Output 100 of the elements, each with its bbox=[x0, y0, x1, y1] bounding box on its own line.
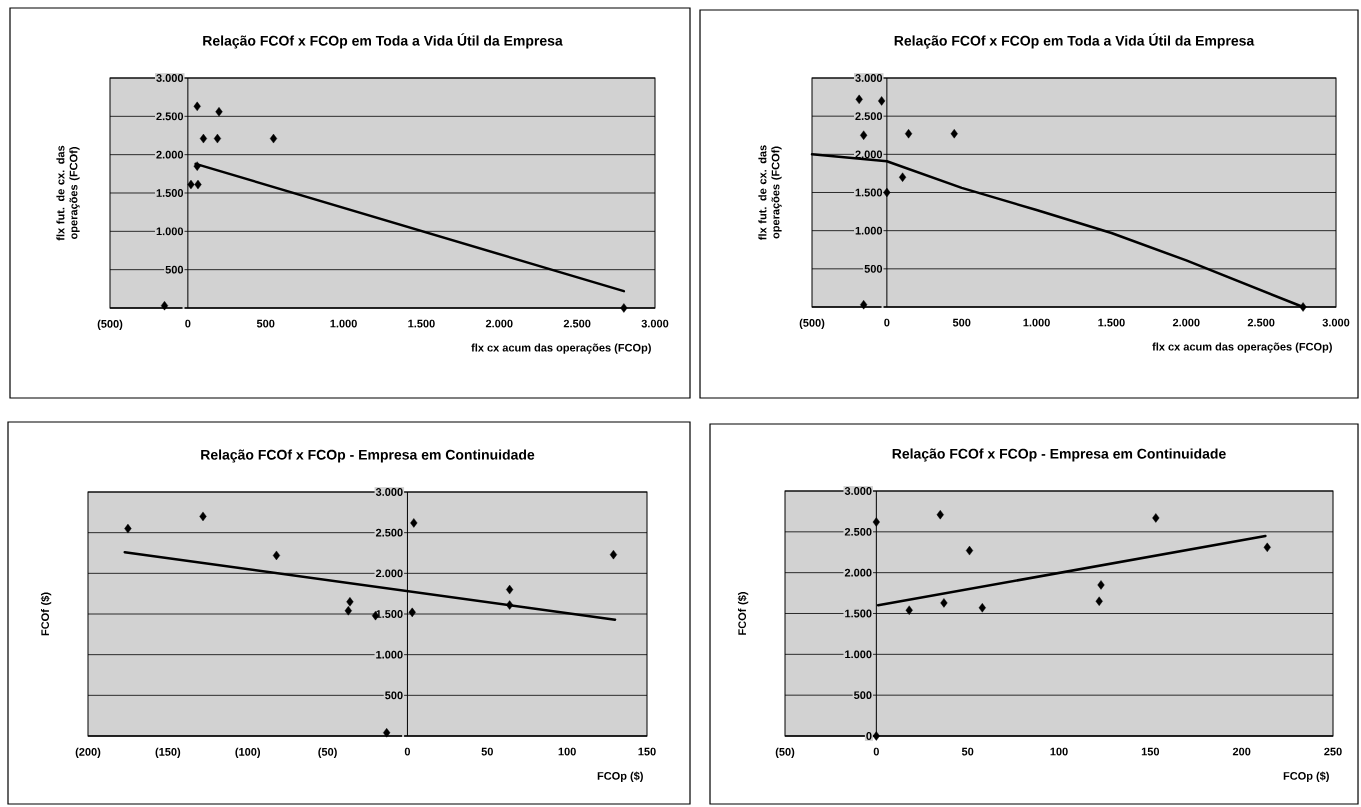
x-axis-title: FCOp ($) bbox=[1283, 771, 1329, 782]
y-tick-label: 500 bbox=[385, 691, 403, 700]
x-tick-label: 2.500 bbox=[563, 319, 591, 328]
point bbox=[878, 96, 886, 106]
point bbox=[940, 598, 948, 608]
point bbox=[213, 133, 222, 144]
x-tick-label: 500 bbox=[256, 319, 275, 328]
y-tick-label: 2.500 bbox=[375, 528, 403, 537]
point bbox=[950, 129, 958, 139]
x-tick-label: 0 bbox=[185, 319, 191, 328]
point bbox=[899, 172, 907, 182]
y-tick-label: 500 bbox=[854, 691, 872, 700]
x-tick-label: (200) bbox=[75, 747, 101, 758]
x-tick-label: (500) bbox=[799, 318, 825, 329]
point bbox=[1263, 542, 1271, 553]
x-tick-label: 1.500 bbox=[1098, 318, 1125, 327]
point bbox=[506, 600, 514, 610]
x-tick-label: 500 bbox=[952, 318, 971, 327]
x-tick-label: 150 bbox=[1141, 747, 1160, 756]
y-tick-label: 2.500 bbox=[855, 112, 883, 121]
x-tick-label: (150) bbox=[155, 747, 181, 758]
y-tick-label: 0 bbox=[866, 732, 872, 740]
chart-title: Relação FCOf x FCOp - Empresa em Continuidade bbox=[201, 449, 535, 463]
y-tick-label: 1.500 bbox=[156, 189, 184, 197]
x-tick-label: 1.000 bbox=[330, 319, 357, 328]
y-tick-label: 2.500 bbox=[156, 112, 184, 121]
point bbox=[872, 731, 880, 741]
x-tick-label: (50) bbox=[775, 747, 795, 758]
point bbox=[269, 133, 278, 144]
point bbox=[860, 130, 868, 140]
y-tick-label: 1.500 bbox=[855, 188, 883, 197]
point bbox=[199, 133, 207, 144]
y-tick-label: 3.000 bbox=[375, 488, 403, 496]
point bbox=[905, 129, 913, 139]
y-tick-label: 500 bbox=[864, 264, 883, 273]
y-tick-label: 3.000 bbox=[844, 487, 872, 495]
point bbox=[410, 518, 418, 528]
x-tick-label: 2.000 bbox=[1172, 318, 1200, 327]
y-tick-label: 2.000 bbox=[375, 569, 403, 578]
y-tick-label: 1.500 bbox=[845, 609, 872, 618]
y-axis-title: FCOf ($) bbox=[40, 592, 52, 636]
x-tick-label: (500) bbox=[97, 319, 123, 330]
point bbox=[1152, 513, 1160, 523]
point bbox=[160, 301, 169, 311]
y-tick-label: 2.000 bbox=[855, 150, 883, 159]
point bbox=[965, 545, 974, 556]
point bbox=[1299, 302, 1307, 312]
point bbox=[872, 517, 880, 527]
y-tick-label: 1.000 bbox=[376, 650, 403, 659]
y-axis-title: flx fut. de cx. das operações (FCOf) bbox=[56, 145, 80, 241]
y-tick-label: 500 bbox=[165, 265, 184, 274]
point bbox=[215, 107, 223, 117]
x-tick-label: 100 bbox=[1050, 747, 1068, 756]
y-tick-label: 3.000 bbox=[855, 74, 883, 82]
x-tick-label: 250 bbox=[1324, 747, 1342, 756]
point bbox=[506, 584, 514, 595]
point bbox=[199, 511, 207, 522]
chart-title: Relação FCOf x FCOp em Toda a Vida Útil da Empresa bbox=[203, 33, 563, 49]
point bbox=[883, 187, 891, 198]
chart-title: Relação FCOf x FCOp em Toda a Vida Útil da Empresa bbox=[894, 33, 1255, 49]
point bbox=[905, 605, 913, 615]
point bbox=[346, 597, 354, 607]
y-tick-label: 2.000 bbox=[156, 150, 184, 159]
x-tick-label: 1.500 bbox=[408, 319, 435, 328]
x-tick-label: 0 bbox=[404, 747, 411, 756]
point bbox=[1097, 580, 1105, 590]
y-tick-label: 3.000 bbox=[156, 74, 184, 82]
point bbox=[609, 549, 618, 560]
point bbox=[620, 303, 628, 313]
x-tick-label: 150 bbox=[638, 747, 656, 756]
point bbox=[193, 101, 201, 112]
chart-title: Relação FCOf x FCOp - Empresa em Continuidade bbox=[892, 448, 1226, 462]
point bbox=[193, 161, 201, 171]
point bbox=[187, 179, 195, 190]
point bbox=[855, 94, 863, 105]
y-axis-title: flx fut. de cx. das operações (FCOf) bbox=[758, 145, 782, 240]
x-axis-title: flx cx acum das operações (FCOp) bbox=[1152, 342, 1332, 353]
point bbox=[344, 606, 352, 616]
y-tick-label: 1.000 bbox=[156, 227, 184, 236]
x-tick-label: 200 bbox=[1232, 747, 1251, 756]
x-tick-label: 2.500 bbox=[1247, 318, 1275, 327]
y-tick-label: 2.500 bbox=[844, 527, 872, 536]
x-tick-label: (100) bbox=[235, 747, 261, 758]
x-tick-label: 1.000 bbox=[1023, 318, 1050, 327]
x-axis-title: flx cx acum das operações (FCOp) bbox=[471, 343, 651, 354]
x-tick-label: 0 bbox=[884, 318, 890, 327]
x-tick-label: 3.000 bbox=[1322, 318, 1350, 327]
point bbox=[272, 550, 281, 561]
point bbox=[124, 523, 132, 534]
x-tick-label: 50 bbox=[481, 747, 493, 756]
x-tick-label: 100 bbox=[558, 747, 576, 756]
x-tick-label: (50) bbox=[318, 747, 337, 758]
point bbox=[978, 603, 986, 613]
x-axis-title: FCOp ($) bbox=[597, 771, 643, 782]
point bbox=[936, 509, 944, 520]
x-tick-label: 50 bbox=[961, 747, 974, 756]
point bbox=[194, 179, 202, 190]
x-tick-label: 3.000 bbox=[641, 319, 669, 328]
y-tick-label: 1.000 bbox=[855, 226, 883, 235]
y-tick-label: 1.000 bbox=[845, 650, 872, 659]
